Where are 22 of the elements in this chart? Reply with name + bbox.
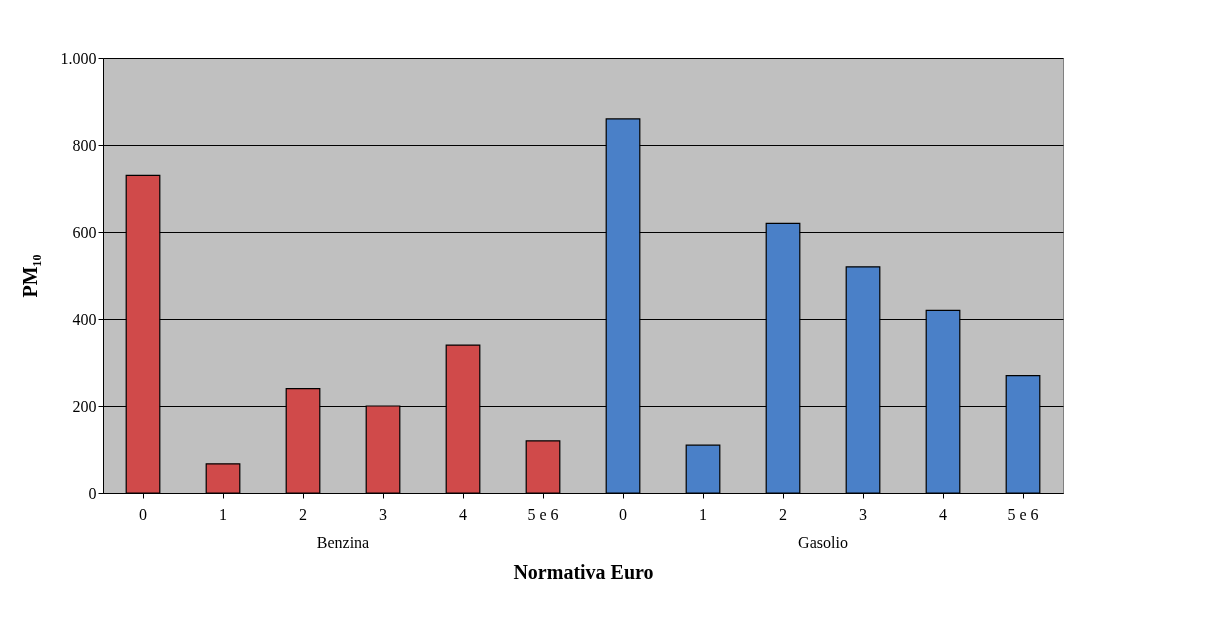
- x-tick-label: 4: [939, 505, 947, 523]
- x-tick-label: 1: [219, 505, 227, 523]
- x-tick-label: 5 e 6: [1007, 505, 1039, 523]
- x-axis-title: Normativa Euro: [513, 560, 654, 583]
- y-tick-label: 400: [72, 310, 97, 328]
- x-tick-label: 3: [379, 505, 387, 523]
- x-tick-label: 5 e 6: [527, 505, 559, 523]
- y-tick-label: 200: [72, 397, 97, 415]
- y-tick-label: 1.000: [60, 49, 97, 67]
- x-tick-label: 4: [459, 505, 467, 523]
- text: Benzina: [316, 534, 370, 551]
- x-tick-label: 2: [779, 505, 787, 523]
- y-tick-label: 800: [72, 136, 97, 154]
- x-tick-label: 1: [699, 505, 707, 523]
- x-tick-label: 3: [859, 505, 867, 523]
- x-tick-label: 0: [139, 505, 147, 523]
- x-tick-label: 2: [299, 505, 307, 523]
- y-tick-label: 0: [88, 484, 97, 502]
- text: Gasolio: [798, 534, 848, 551]
- y-tick-label: 600: [72, 223, 97, 241]
- x-tick-label: 0: [619, 505, 627, 523]
- y-axis-title: PM₁₀: [18, 254, 41, 298]
